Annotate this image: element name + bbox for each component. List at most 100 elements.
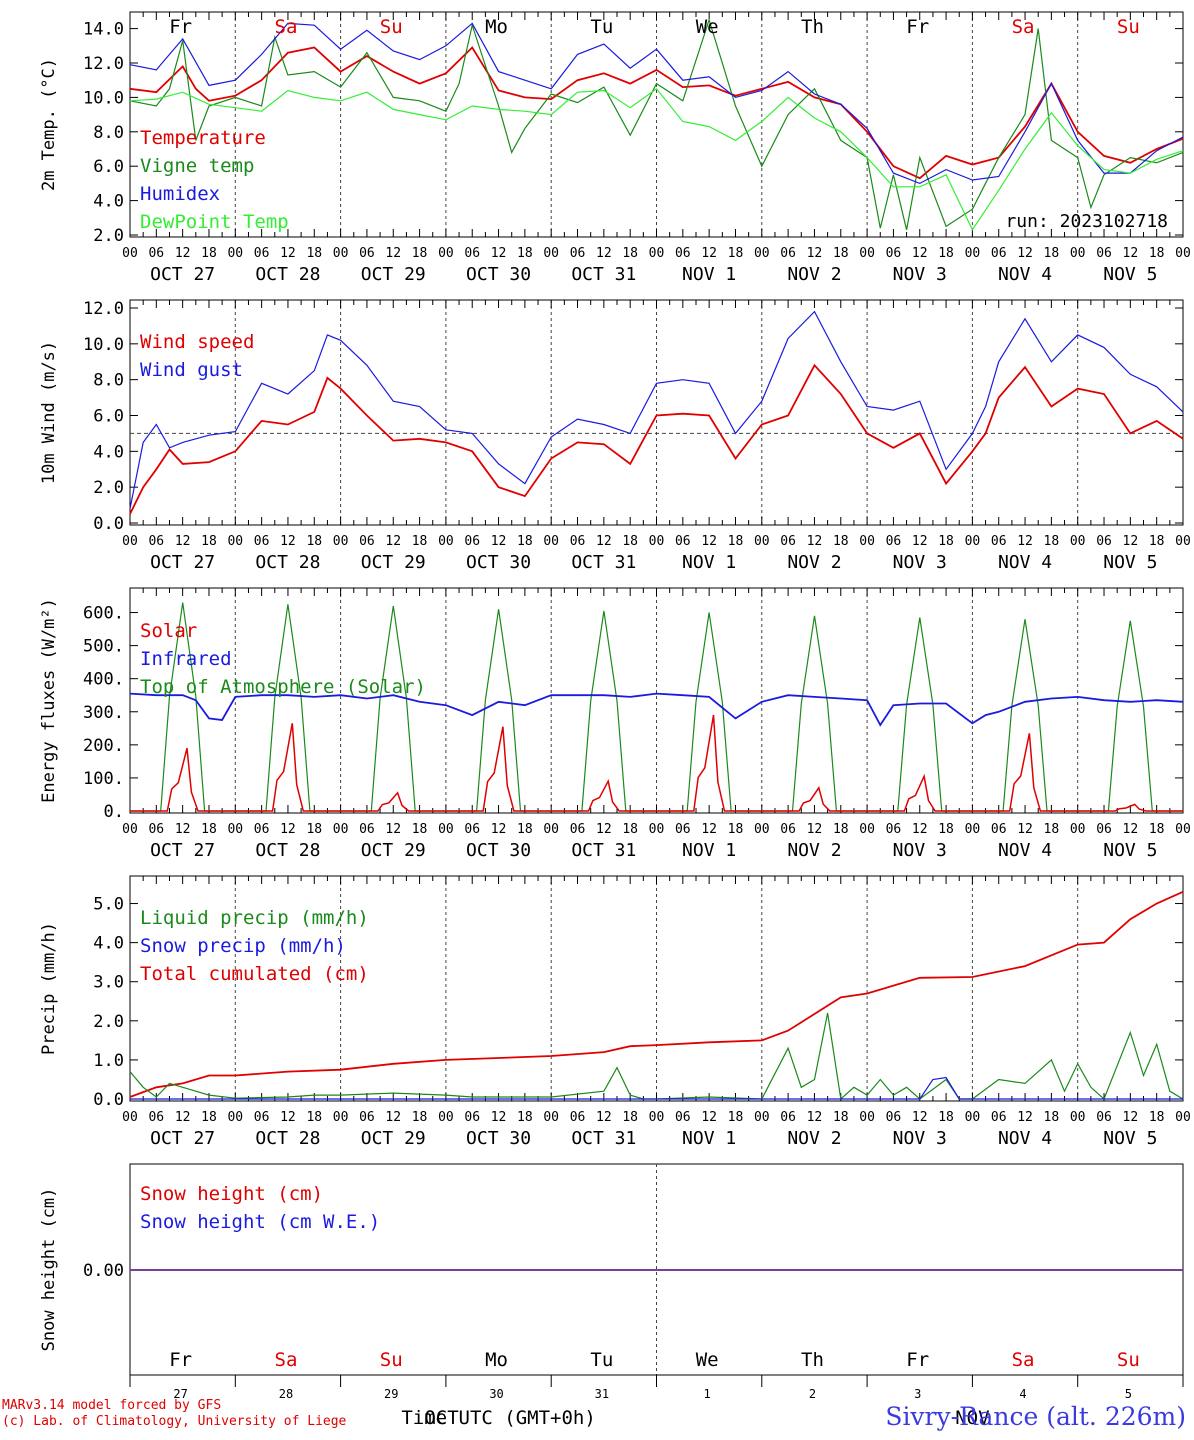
hour-tick-label: 06 bbox=[780, 822, 796, 837]
hour-tick-label: 12 bbox=[807, 1110, 823, 1125]
hour-tick-label: 12 bbox=[596, 534, 612, 549]
legend-entry: Vigne temp bbox=[140, 155, 254, 177]
hour-tick-label: 00 bbox=[122, 534, 138, 549]
hour-tick-label: 12 bbox=[1123, 1110, 1139, 1125]
weekday-label: Sa bbox=[275, 1349, 298, 1371]
y-tick-label: 14.0 bbox=[83, 20, 124, 40]
hour-tick-label: 00 bbox=[122, 822, 138, 837]
y-tick-label: 8.0 bbox=[93, 371, 124, 391]
hour-tick-label: 00 bbox=[543, 1110, 559, 1125]
hour-tick-label: 18 bbox=[412, 1110, 428, 1125]
y-tick-label: 0.00 bbox=[83, 1261, 124, 1281]
hour-tick-label: 00 bbox=[754, 246, 770, 261]
hour-tick-label: 06 bbox=[254, 534, 270, 549]
hour-tick-label: 06 bbox=[464, 1110, 480, 1125]
y-axis-label-4: Precip (mm/h) bbox=[39, 922, 59, 1055]
hour-tick-label: 12 bbox=[1123, 246, 1139, 261]
date-label: OCT 31 bbox=[571, 840, 636, 861]
date-label: OCT 28 bbox=[255, 264, 320, 285]
date-label: OCT 31 bbox=[571, 1128, 636, 1149]
hour-tick-label: 06 bbox=[359, 822, 375, 837]
legend-entry: Snow height (cm) bbox=[140, 1183, 323, 1205]
hour-tick-label: 18 bbox=[306, 534, 322, 549]
hour-tick-label: 06 bbox=[780, 246, 796, 261]
hour-tick-label: 12 bbox=[596, 246, 612, 261]
hour-tick-label: 00 bbox=[1070, 246, 1086, 261]
hour-tick-label: 00 bbox=[122, 1110, 138, 1125]
y-tick-label: 6.0 bbox=[93, 407, 124, 427]
y-tick-label: 200. bbox=[83, 736, 124, 756]
hour-tick-label: 06 bbox=[780, 1110, 796, 1125]
hour-tick-label: 00 bbox=[649, 534, 665, 549]
hour-tick-label: 06 bbox=[254, 1110, 270, 1125]
y-tick-label: 100. bbox=[83, 769, 124, 789]
hour-tick-label: 12 bbox=[1017, 822, 1033, 837]
hour-tick-label: 06 bbox=[991, 246, 1007, 261]
hour-tick-label: 06 bbox=[359, 246, 375, 261]
date-label: NOV 5 bbox=[1103, 264, 1157, 285]
hour-tick-label: 06 bbox=[1096, 534, 1112, 549]
hour-tick-label: 12 bbox=[912, 534, 928, 549]
hour-tick-label: 18 bbox=[412, 822, 428, 837]
y-tick-label: 5.0 bbox=[93, 895, 124, 915]
weekday-label: Fr bbox=[169, 16, 192, 38]
hour-tick-label: 18 bbox=[306, 1110, 322, 1125]
hour-tick-label: 18 bbox=[517, 822, 533, 837]
date-label: OCT 27 bbox=[150, 552, 215, 573]
y-tick-label: 1.0 bbox=[93, 1051, 124, 1071]
hour-tick-label: 18 bbox=[622, 246, 638, 261]
y-tick-label: 600. bbox=[83, 604, 124, 624]
weekday-label: Su bbox=[1117, 1349, 1140, 1371]
hour-tick-label: 00 bbox=[333, 246, 349, 261]
hour-tick-label: 00 bbox=[333, 1110, 349, 1125]
hour-tick-label: 06 bbox=[675, 822, 691, 837]
series-wind-gust bbox=[129, 310, 1184, 509]
hour-tick-label: 12 bbox=[596, 822, 612, 837]
hour-tick-label: 00 bbox=[1070, 1110, 1086, 1125]
month-label: OCT bbox=[424, 1407, 458, 1429]
hour-tick-label: 18 bbox=[517, 246, 533, 261]
date-label: OCT 30 bbox=[466, 264, 531, 285]
y-tick-label: 6.0 bbox=[93, 157, 124, 177]
hour-tick-label: 18 bbox=[833, 1110, 849, 1125]
hour-tick-label: 18 bbox=[412, 534, 428, 549]
hour-tick-label: 00 bbox=[333, 822, 349, 837]
y-tick-label: 2.0 bbox=[93, 478, 124, 498]
hour-tick-label: 12 bbox=[1017, 534, 1033, 549]
hour-tick-label: 18 bbox=[728, 1110, 744, 1125]
weekday-label: Fr bbox=[169, 1349, 192, 1371]
y-tick-label: 3.0 bbox=[93, 973, 124, 993]
hour-tick-label: 18 bbox=[728, 822, 744, 837]
date-label: NOV 2 bbox=[787, 1128, 841, 1149]
hour-tick-label: 18 bbox=[306, 246, 322, 261]
hour-tick-label: 00 bbox=[438, 1110, 454, 1125]
hour-tick-label: 18 bbox=[622, 822, 638, 837]
date-label: OCT 31 bbox=[571, 264, 636, 285]
date-label: NOV 4 bbox=[998, 1128, 1052, 1149]
date-label: OCT 29 bbox=[361, 552, 426, 573]
hour-tick-label: 06 bbox=[464, 246, 480, 261]
hour-tick-label: 00 bbox=[965, 1110, 981, 1125]
hour-tick-label: 18 bbox=[728, 534, 744, 549]
hour-tick-label: 12 bbox=[280, 1110, 296, 1125]
hour-tick-label: 18 bbox=[201, 246, 217, 261]
day-number-label: 4 bbox=[1019, 1387, 1026, 1401]
hour-tick-label: 00 bbox=[754, 534, 770, 549]
hour-tick-label: 12 bbox=[1123, 822, 1139, 837]
hour-tick-label: 12 bbox=[385, 1110, 401, 1125]
hour-tick-label: 18 bbox=[622, 534, 638, 549]
hour-tick-label: 00 bbox=[965, 534, 981, 549]
legend-entry: Snow precip (mm/h) bbox=[140, 935, 346, 957]
panel-frame-1 bbox=[129, 11, 1184, 238]
hour-tick-label: 18 bbox=[412, 246, 428, 261]
date-label: NOV 1 bbox=[682, 1128, 736, 1149]
legend-entry: Solar bbox=[140, 620, 197, 642]
lab-credit: (c) Lab. of Climatology, University of L… bbox=[2, 1414, 347, 1429]
y-tick-label: 10.0 bbox=[83, 335, 124, 355]
hour-tick-label: 00 bbox=[859, 534, 875, 549]
hour-tick-label: 12 bbox=[596, 1110, 612, 1125]
hour-tick-label: 00 bbox=[965, 246, 981, 261]
day-number-label: 5 bbox=[1125, 1387, 1132, 1401]
date-label: NOV 5 bbox=[1103, 1128, 1157, 1149]
hour-tick-label: 06 bbox=[148, 534, 164, 549]
